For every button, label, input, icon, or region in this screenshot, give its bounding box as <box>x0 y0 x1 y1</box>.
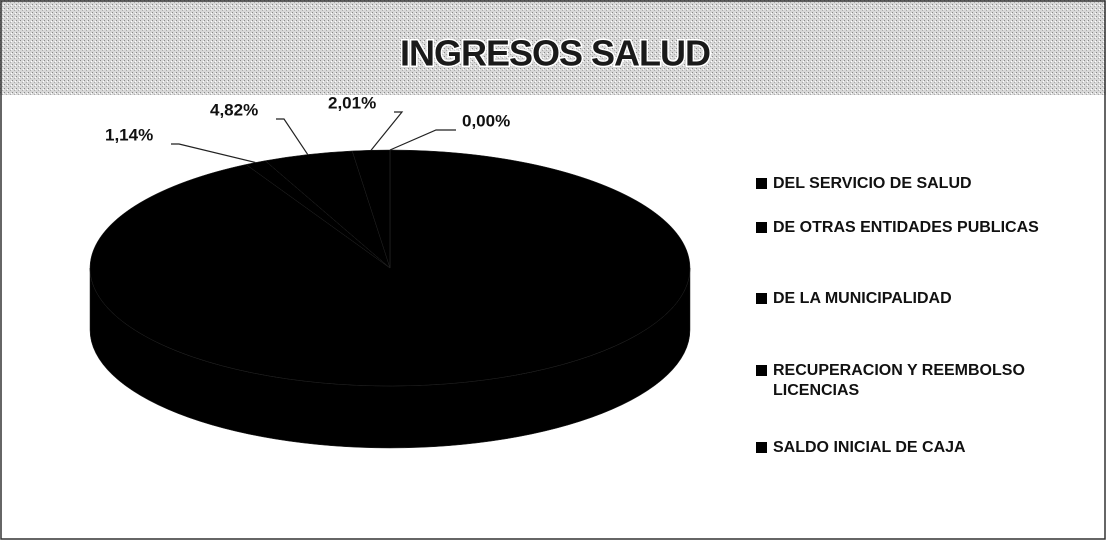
legend-swatch <box>756 222 767 233</box>
legend-swatch <box>756 178 767 189</box>
legend-label: RECUPERACION Y REEMBOLSO LICENCIAS <box>773 362 1025 399</box>
data-label: 1,14% <box>105 125 153 144</box>
data-label: 0,00% <box>462 111 510 130</box>
header-background <box>0 0 1106 95</box>
data-label: 4,82% <box>210 100 258 119</box>
legend-swatch <box>756 293 767 304</box>
legend-label: DE OTRAS ENTIDADES PUBLICAS <box>773 219 1039 236</box>
legend-label: DEL SERVICIO DE SALUD <box>773 175 972 192</box>
leader-line <box>171 143 256 164</box>
legend-swatch <box>756 365 767 376</box>
leader-line <box>370 111 404 151</box>
chart-title: INGRESOS SALUD <box>400 33 710 74</box>
legend-item: RECUPERACION Y REEMBOLSO LICENCIAS <box>756 361 1096 401</box>
leader-line <box>389 129 456 151</box>
legend-item: SALDO INICIAL DE CAJA <box>756 438 1096 458</box>
legend-label: DE LA MUNICIPALIDAD <box>773 290 952 307</box>
legend-swatch <box>756 442 767 453</box>
legend-item: DE LA MUNICIPALIDAD <box>756 289 1096 309</box>
legend-label: SALDO INICIAL DE CAJA <box>773 439 966 456</box>
pie <box>89 111 691 449</box>
data-label: 2,01% <box>328 93 376 112</box>
legend-item: DEL SERVICIO DE SALUD <box>756 174 1096 194</box>
leader-line <box>276 118 309 155</box>
legend-item: DE OTRAS ENTIDADES PUBLICAS <box>756 218 1096 238</box>
